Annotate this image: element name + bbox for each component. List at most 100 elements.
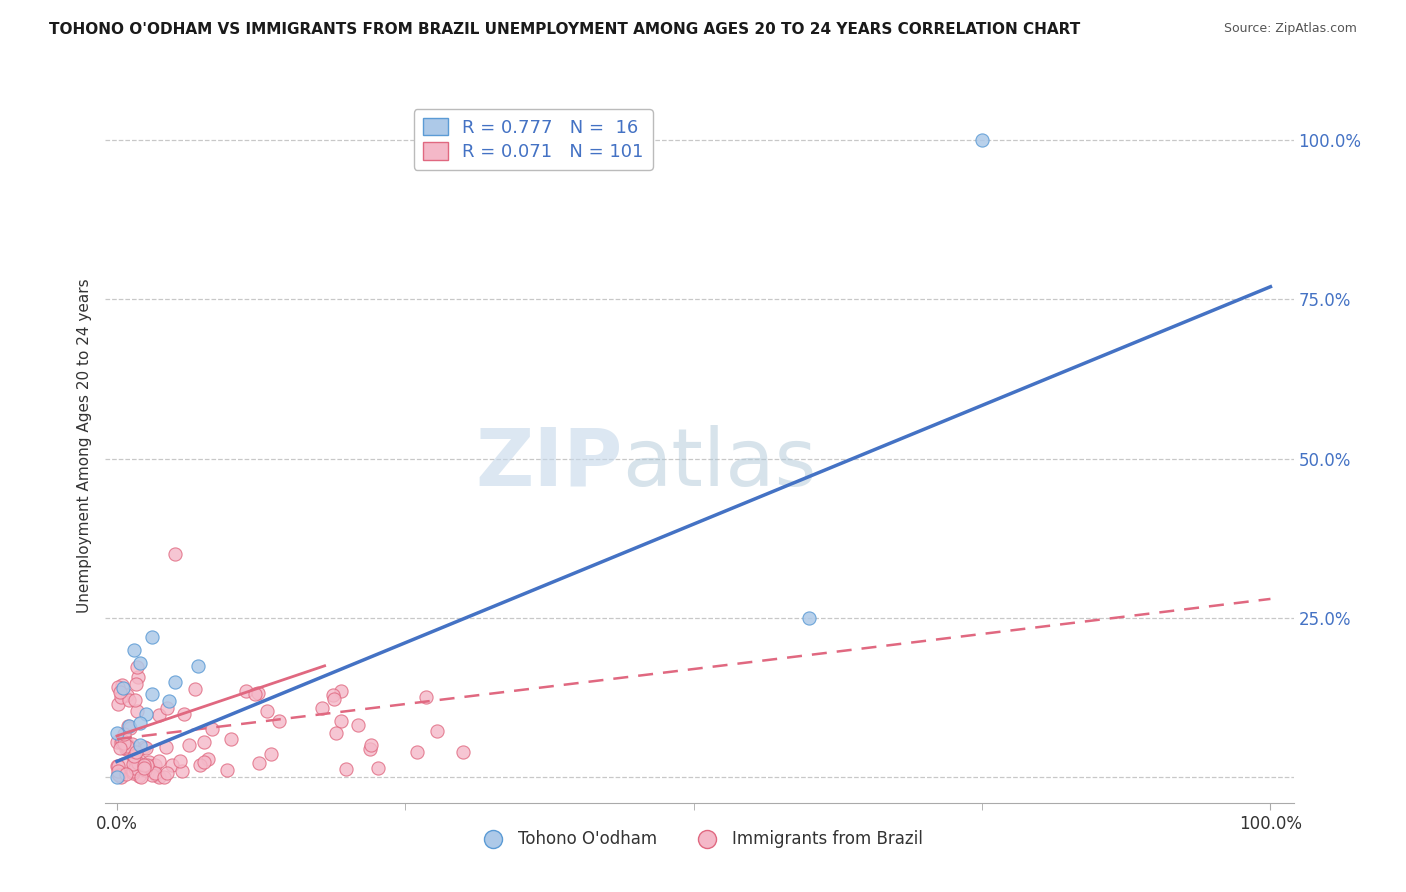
Text: TOHONO O'ODHAM VS IMMIGRANTS FROM BRAZIL UNEMPLOYMENT AMONG AGES 20 TO 24 YEARS : TOHONO O'ODHAM VS IMMIGRANTS FROM BRAZIL… [49, 22, 1080, 37]
Point [148, 708, 170, 723]
Point [131, 770, 153, 784]
Point [156, 701, 179, 715]
Point [111, 681, 134, 695]
Point [970, 133, 993, 147]
Point [105, 759, 128, 773]
Point [173, 707, 195, 722]
Point [132, 758, 155, 772]
Point [259, 747, 281, 762]
Point [170, 764, 193, 779]
Point [169, 754, 191, 768]
Point [335, 762, 357, 776]
Point [127, 670, 149, 684]
Point [141, 768, 163, 782]
Point [155, 740, 177, 755]
Point [107, 766, 129, 780]
Point [325, 725, 347, 739]
Point [163, 674, 186, 689]
Point [111, 757, 134, 772]
Point [322, 688, 344, 702]
Point [115, 767, 138, 781]
Point [124, 643, 146, 657]
Point [157, 694, 180, 708]
Point [112, 727, 135, 741]
Point [156, 765, 179, 780]
Point [187, 658, 209, 673]
Point [107, 768, 129, 782]
Point [406, 745, 429, 759]
Point [217, 764, 239, 778]
Point [143, 758, 166, 772]
Point [124, 754, 146, 768]
Point [141, 630, 163, 644]
Point [256, 704, 278, 718]
Point [107, 759, 129, 773]
Point [129, 656, 152, 670]
Point [451, 745, 474, 759]
Point [124, 753, 146, 767]
Point [184, 682, 207, 697]
Point [111, 678, 134, 692]
Point [121, 737, 143, 751]
Point [135, 758, 157, 772]
Point [129, 754, 152, 768]
Point [197, 751, 219, 765]
Point [110, 741, 132, 756]
Point [135, 706, 157, 721]
Point [188, 758, 211, 772]
Point [115, 688, 138, 702]
Point [221, 732, 243, 747]
Point [145, 768, 167, 782]
Point [114, 741, 136, 756]
Point [127, 705, 149, 719]
Point [797, 611, 820, 625]
Point [132, 739, 155, 754]
Point [143, 766, 166, 780]
Point [107, 697, 129, 711]
Point [193, 735, 215, 749]
Point [134, 763, 156, 777]
Point [127, 756, 149, 771]
Point [115, 741, 138, 756]
Point [112, 736, 135, 750]
Point [129, 716, 152, 731]
Point [125, 677, 148, 691]
Text: ZIP: ZIP [475, 425, 623, 503]
Point [120, 721, 142, 735]
Point [247, 756, 270, 770]
Point [110, 690, 132, 704]
Point [107, 680, 129, 694]
Point [179, 738, 201, 752]
Y-axis label: Unemployment Among Ages 20 to 24 years: Unemployment Among Ages 20 to 24 years [76, 278, 91, 614]
Point [105, 725, 128, 739]
Point [128, 769, 150, 783]
Point [108, 685, 131, 699]
Point [153, 770, 176, 784]
Point [117, 739, 139, 753]
Point [122, 764, 145, 778]
Point [121, 763, 143, 777]
Point [235, 684, 257, 698]
Point [122, 748, 145, 763]
Point [117, 719, 139, 733]
Point [138, 755, 160, 769]
Point [323, 691, 346, 706]
Point [132, 762, 155, 776]
Point [245, 688, 267, 702]
Point [110, 770, 132, 784]
Text: Source: ZipAtlas.com: Source: ZipAtlas.com [1223, 22, 1357, 36]
Point [360, 739, 382, 753]
Point [110, 735, 132, 749]
Point [160, 758, 183, 772]
Point [367, 761, 389, 775]
Point [125, 745, 148, 759]
Point [105, 770, 128, 784]
Point [117, 738, 139, 752]
Point [247, 685, 270, 699]
Point [269, 714, 291, 728]
Point [135, 740, 157, 755]
Point [121, 757, 143, 772]
Point [359, 741, 381, 756]
Point [124, 741, 146, 756]
Point [193, 756, 215, 770]
